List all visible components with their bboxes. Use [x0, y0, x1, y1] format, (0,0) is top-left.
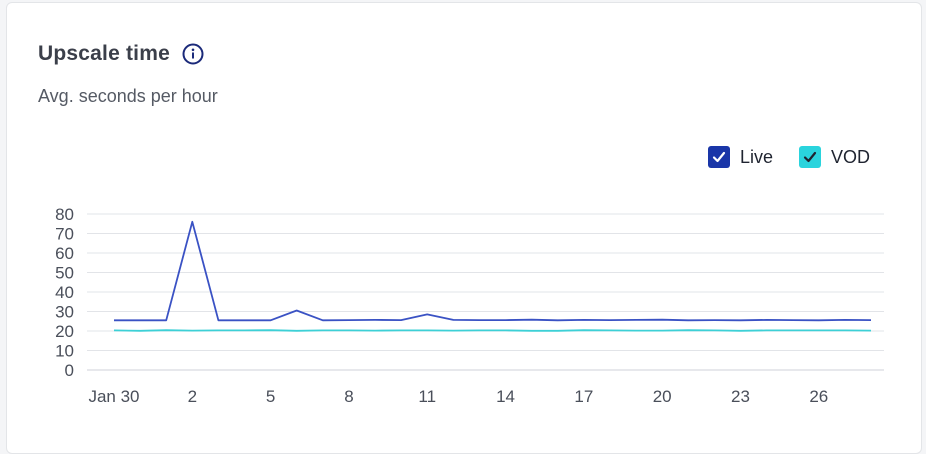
x-tick-label: 26 — [809, 387, 828, 406]
legend-label-live: Live — [739, 146, 773, 167]
y-tick-label-20: 20 — [55, 322, 74, 341]
y-tick-label-80: 80 — [55, 205, 74, 224]
x-tick-label: 23 — [731, 387, 750, 406]
vod-checkbox[interactable] — [798, 146, 821, 168]
x-tick-label: 5 — [266, 387, 275, 406]
x-tick-label: Jan 30 — [88, 387, 139, 406]
live-checkbox[interactable] — [707, 146, 730, 168]
y-tick-label-50: 50 — [55, 264, 74, 283]
x-tick-label: 11 — [418, 387, 436, 406]
card-header: Upscale time — [38, 42, 204, 66]
legend-item-vod[interactable]: VOD — [798, 146, 870, 168]
y-tick-label-40: 40 — [55, 283, 74, 302]
y-tick-label-70: 70 — [55, 225, 74, 244]
check-icon — [712, 151, 726, 163]
x-tick-label: 20 — [653, 387, 672, 406]
y-tick-label-30: 30 — [55, 303, 74, 322]
y-tick-label-0: 0 — [65, 361, 74, 380]
upscale-time-card — [6, 2, 922, 454]
y-tick-label-10: 10 — [55, 342, 74, 361]
card-title: Upscale time — [38, 42, 170, 65]
check-icon — [803, 151, 817, 163]
info-circle-icon[interactable] — [182, 43, 204, 65]
y-tick-label-60: 60 — [55, 244, 74, 263]
x-tick-label: 14 — [496, 387, 515, 406]
chart-legend: Live VOD — [682, 146, 870, 168]
x-tick-label: 2 — [188, 387, 197, 406]
legend-label-vod: VOD — [830, 146, 870, 167]
series-line-vod — [113, 329, 872, 332]
card-subtitle: Avg. seconds per hour — [38, 86, 218, 106]
x-tick-label: 17 — [574, 387, 593, 406]
legend-item-live[interactable]: Live — [707, 146, 773, 168]
series-line-live — [114, 220, 872, 322]
x-tick-label: 8 — [344, 387, 353, 406]
